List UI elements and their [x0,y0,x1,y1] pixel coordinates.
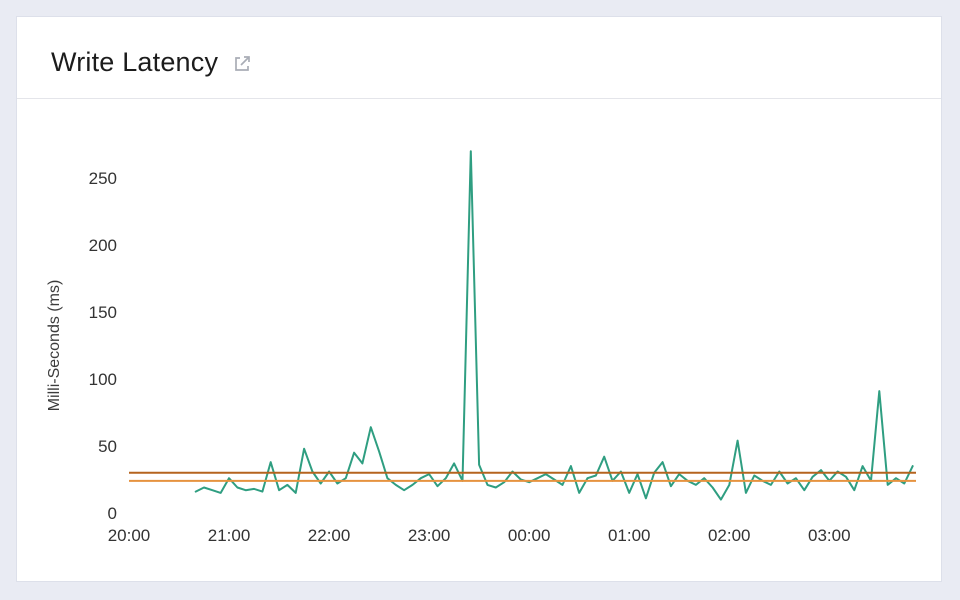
x-tick-label: 03:00 [808,526,851,545]
x-tick-label: 20:00 [108,526,151,545]
y-tick-label: 0 [108,504,117,523]
y-tick-label: 50 [98,437,117,456]
y-axis-title: Milli-Seconds (ms) [46,280,63,412]
x-tick-label: 02:00 [708,526,751,545]
latency-chart-svg: 0 50 100 150 200 250 20:00 21:00 22:00 23:00 00:00… [46,150,916,545]
y-tick-label: 100 [89,370,117,389]
x-tick-label: 00:00 [508,526,551,545]
x-tick-label: 01:00 [608,526,651,545]
external-link-icon[interactable] [232,53,253,74]
card-header: Write Latency [17,17,941,78]
x-tick-label: 23:00 [408,526,451,545]
header-divider [17,98,941,99]
latency-series-line [194,150,914,501]
latency-chart: 0 50 100 150 200 250 20:00 21:00 22:00 23:00 00:00… [41,123,941,568]
x-tick-label: 22:00 [308,526,351,545]
y-tick-label: 250 [89,169,117,188]
write-latency-card: Write Latency 0 50 100 150 200 250 20:00 21:00 2… [16,16,942,582]
page-title: Write Latency [51,47,219,77]
x-tick-label: 21:00 [208,526,251,545]
y-tick-label: 200 [89,236,117,255]
y-tick-label: 150 [89,303,117,322]
